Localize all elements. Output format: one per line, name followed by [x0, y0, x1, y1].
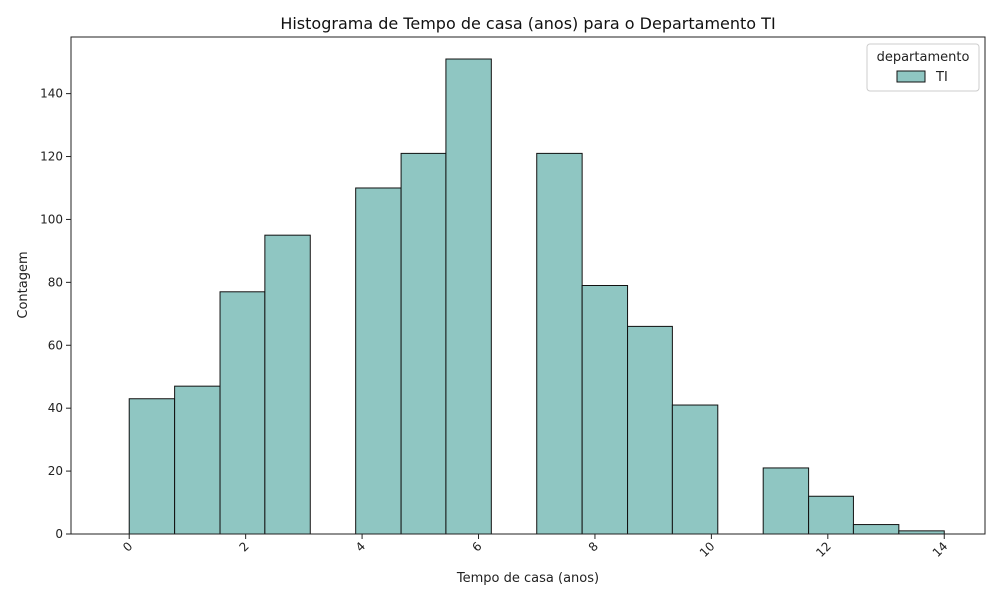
- histogram-bar: [852, 524, 900, 535]
- histogram-bar: [581, 285, 629, 535]
- plot-frame: [70, 36, 986, 535]
- legend-box: [866, 43, 980, 92]
- histogram-bar: [762, 467, 810, 535]
- x-tick-label: 14: [930, 539, 951, 560]
- histogram-bar: [128, 398, 176, 535]
- x-tick-label: 12: [813, 539, 834, 560]
- histogram-bar: [174, 385, 221, 535]
- y-tick-label: 60: [48, 338, 63, 352]
- bars-group: [128, 58, 945, 535]
- y-tick-label: 0: [55, 527, 63, 541]
- x-axis-ticks: 0 2 4 6 8 10 12 14: [120, 534, 950, 560]
- histogram-bar: [445, 58, 492, 535]
- y-tick-label: 100: [40, 212, 63, 226]
- legend: departamento TI: [866, 43, 980, 92]
- x-axis-label: Tempo de casa (anos): [456, 571, 599, 586]
- legend-title: departamento: [877, 50, 970, 65]
- y-tick-label: 40: [48, 401, 63, 415]
- y-axis-ticks: 0 20 40 60 80 100 120 140: [40, 87, 71, 541]
- x-tick-label: 0: [120, 539, 135, 554]
- x-tick-label: 6: [469, 539, 484, 554]
- chart-title: Histograma de Tempo de casa (anos) para …: [280, 14, 775, 33]
- y-axis-label: Contagem: [16, 251, 31, 318]
- y-tick-label: 120: [40, 150, 63, 164]
- legend-swatch-ti: [896, 70, 926, 83]
- y-tick-label: 80: [48, 275, 63, 289]
- x-tick-label: 4: [353, 539, 368, 554]
- histogram-bar: [536, 152, 583, 535]
- histogram-bar: [671, 404, 719, 535]
- x-tick-label: 2: [236, 539, 251, 554]
- x-tick-label: 8: [586, 539, 601, 554]
- histogram-bar: [808, 495, 854, 535]
- x-tick-label: 10: [697, 539, 718, 560]
- histogram-bar: [219, 291, 266, 535]
- y-tick-label: 20: [48, 464, 63, 478]
- y-tick-label: 140: [40, 87, 63, 101]
- histogram-bar: [627, 325, 673, 535]
- histogram-bar: [355, 187, 402, 535]
- histogram-bar: [400, 152, 447, 535]
- histogram-bar: [264, 234, 311, 535]
- legend-label-ti: TI: [935, 70, 948, 85]
